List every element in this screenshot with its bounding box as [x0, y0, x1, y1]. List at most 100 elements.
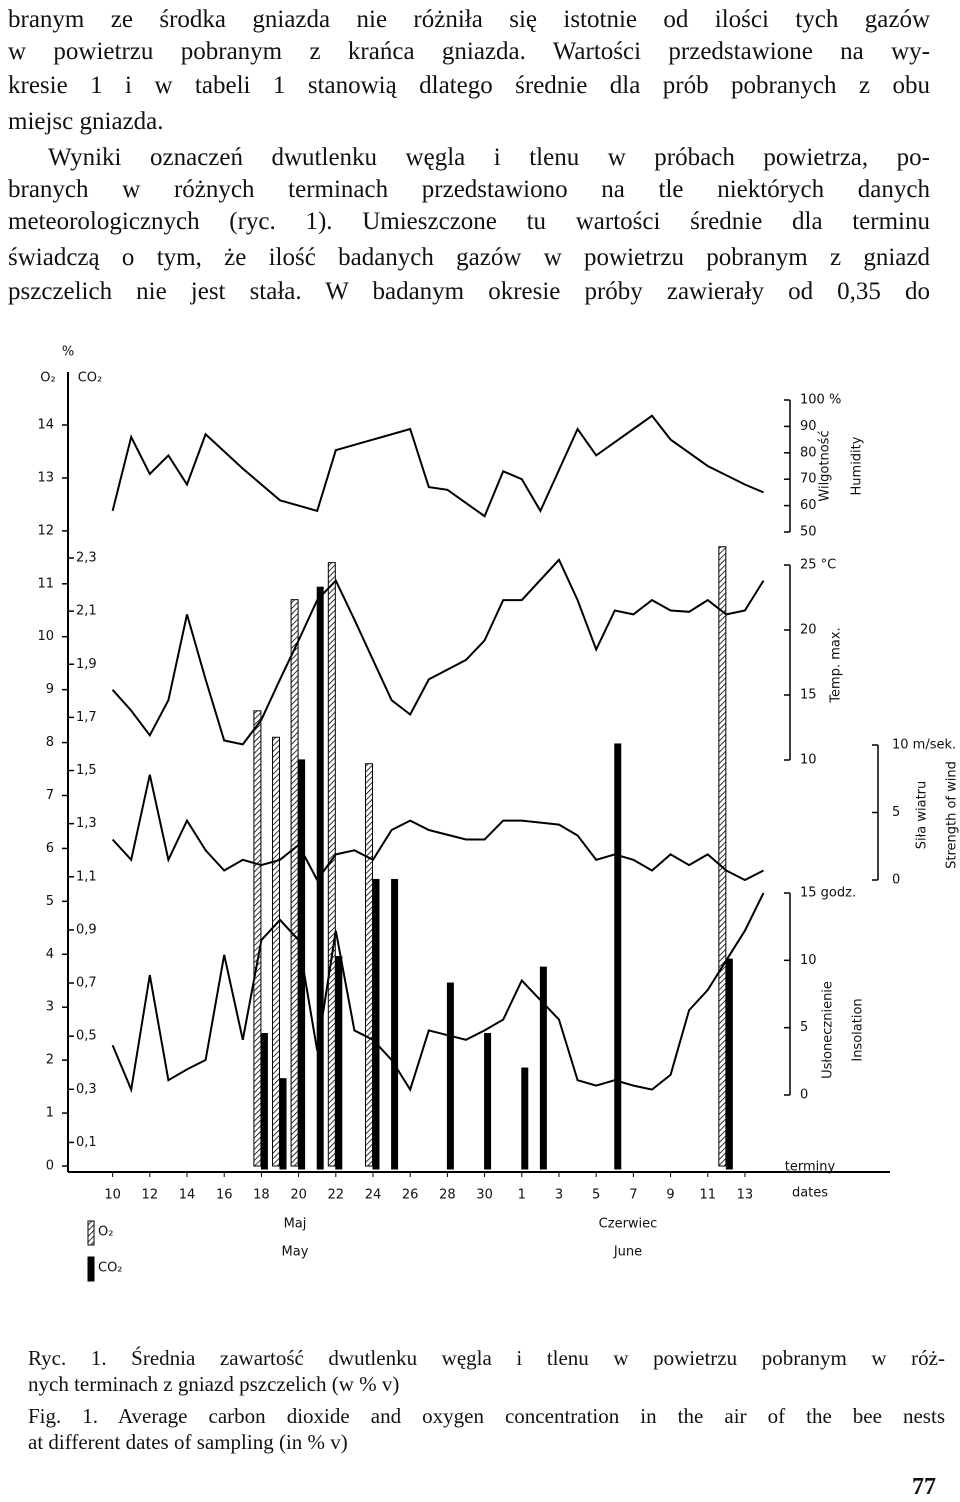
bar: [446, 982, 454, 1170]
x-tick-label: 11: [699, 1188, 716, 1203]
x-axis-title: terminy: [785, 1160, 836, 1175]
y2-tick-label: 1,5: [76, 763, 97, 778]
y2-tick-label: 0,3: [76, 1082, 97, 1097]
y-tick-label: 12: [37, 523, 54, 538]
bar: [539, 966, 547, 1170]
y2-tick-label: 0,1: [76, 1135, 97, 1150]
y-tick-label: 2: [46, 1053, 54, 1068]
text-line: kresie 1 i w tabeli 1 stanowią dlatego ś…: [8, 72, 930, 99]
caption-line: Ryc. 1. Średnia zawartość dwutlenku węgl…: [28, 1346, 945, 1370]
line: [111, 558, 765, 746]
caption-line: nych terminach z gniazd pszczelich (w % …: [28, 1372, 400, 1396]
tick-label: 80: [800, 445, 817, 460]
y-tick-label: 10: [37, 629, 54, 644]
x-tick-label: 1: [518, 1188, 526, 1203]
y2-tick-label: 0,9: [76, 922, 97, 937]
tick-label: 10: [800, 753, 817, 768]
y2-tick-label: 0,5: [76, 1029, 97, 1044]
bar: [279, 1078, 287, 1170]
x-tick-label: 22: [328, 1188, 345, 1203]
legend-swatch: [87, 1256, 95, 1282]
y2-tick-label: 2,1: [76, 604, 97, 619]
legend-label: CO₂: [98, 1261, 123, 1276]
tick-label: 10: [800, 953, 817, 968]
line: [111, 774, 764, 882]
month-label: May: [282, 1245, 309, 1260]
month-label: Maj: [284, 1217, 307, 1232]
y2-tick-label: 1,1: [76, 869, 97, 884]
x-tick-label: 5: [592, 1188, 600, 1203]
x-tick-label: 7: [629, 1188, 637, 1203]
axis-title: Usłonecznienie: [821, 981, 836, 1079]
tick-label: 60: [800, 498, 817, 513]
x-axis-title: dates: [792, 1186, 828, 1201]
caption-line: at different dates of sampling (in % v): [28, 1430, 348, 1454]
tick-label: 20: [800, 623, 817, 638]
tick-label: 0: [892, 873, 900, 888]
text-line: świadczą o tym, że ilość badanych gazów …: [8, 244, 930, 271]
bar: [260, 1033, 268, 1170]
bar: [364, 763, 373, 1167]
x-tick-label: 3: [555, 1188, 563, 1203]
y-tick-label: 6: [46, 841, 54, 856]
tick-label: 5: [800, 1020, 808, 1035]
y-tick-label: 9: [46, 682, 54, 697]
line: [111, 414, 764, 518]
legend-label: O₂: [98, 1225, 113, 1240]
text-line: w powietrzu pobranym z krańca gniazda. W…: [8, 38, 930, 65]
y2-tick-label: 1,7: [76, 710, 97, 725]
tick-label: 15 godz.: [800, 886, 856, 901]
tick-label: 15: [800, 688, 817, 703]
bar: [372, 878, 380, 1170]
tick-label: 70: [800, 472, 817, 487]
bar: [484, 1033, 492, 1170]
axis-title: Humidity: [850, 436, 865, 495]
text-line: branym ze środka gniazda nie różniła się…: [8, 6, 930, 33]
tick-label: 0: [800, 1088, 808, 1103]
y-tick-label: 3: [46, 1000, 54, 1015]
x-tick-label: 14: [179, 1188, 196, 1203]
bar: [725, 958, 733, 1170]
axis-title: O₂: [40, 371, 55, 386]
bar: [391, 878, 399, 1170]
y-tick-label: 11: [37, 576, 54, 591]
bar: [253, 710, 262, 1167]
x-tick-label: 20: [290, 1188, 307, 1203]
x-tick-label: 18: [253, 1188, 270, 1203]
month-label: Czerwiec: [599, 1217, 658, 1232]
bar: [298, 759, 306, 1170]
axis-unit: %: [62, 345, 74, 360]
x-tick-label: 12: [142, 1188, 159, 1203]
y2-tick-label: 0,7: [76, 976, 97, 991]
axis-title: Siła wiatru: [915, 781, 930, 850]
x-tick-label: 10: [104, 1188, 121, 1203]
y-tick-label: 13: [37, 470, 54, 485]
y-tick-label: 1: [46, 1106, 54, 1121]
tick-label: 5: [892, 805, 900, 820]
tick-label: 100 %: [800, 393, 841, 408]
tick-label: 50: [800, 525, 817, 540]
y-tick-label: 14: [37, 418, 54, 433]
legend-swatch: [87, 1220, 95, 1246]
x-tick-label: 9: [666, 1188, 674, 1203]
y2-tick-label: 1,3: [76, 816, 97, 831]
y-tick-label: 0: [46, 1159, 54, 1174]
tick-label: 25 °C: [800, 558, 836, 573]
text-line: meteorologicznych (ryc. 1). Umieszczone …: [8, 208, 930, 235]
x-tick-label: 28: [439, 1188, 456, 1203]
axis-title: Wilgotność: [818, 430, 833, 501]
axis-title: CO₂: [78, 371, 103, 386]
x-tick-label: 24: [365, 1188, 382, 1203]
text-line: branych w różnych terminach przedstawion…: [8, 176, 930, 203]
x-tick-label: 30: [476, 1188, 493, 1203]
month-label: June: [613, 1245, 642, 1260]
text-line: miejsc gniazda.: [8, 108, 164, 135]
bar: [272, 736, 281, 1167]
page-number: 77: [912, 1474, 936, 1500]
bar: [614, 743, 622, 1170]
bar: [521, 1067, 529, 1170]
axis-title: Temp. max.: [829, 627, 844, 703]
text-line: Wyniki oznaczeń dwutlenku węgla i tlenu …: [48, 144, 930, 171]
